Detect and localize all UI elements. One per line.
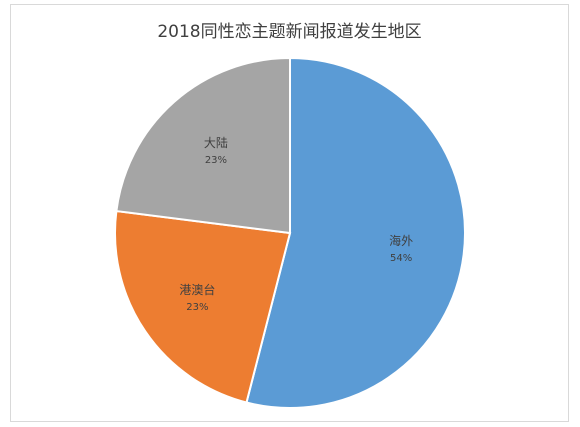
slice-percent-2: 23% — [205, 155, 227, 166]
slice-percent-1: 23% — [186, 302, 208, 313]
chart-area: 2018同性恋主题新闻报道发生地区 海外 54% 港澳台 23% 大陆 23% — [10, 4, 569, 422]
pie-slice-1 — [114, 209, 292, 404]
chart-title: 2018同性恋主题新闻报道发生地区 — [157, 22, 422, 42]
pie-chart: 海外 54% 港澳台 23% 大陆 23% — [114, 56, 466, 409]
pie-slice-2 — [115, 56, 291, 235]
slice-percent-0: 54% — [390, 253, 412, 264]
slice-label-0: 海外 — [389, 233, 413, 248]
slice-label-1: 港澳台 — [179, 282, 215, 297]
slice-label-2: 大陆 — [204, 135, 228, 150]
pie-slice-0 — [245, 56, 466, 409]
